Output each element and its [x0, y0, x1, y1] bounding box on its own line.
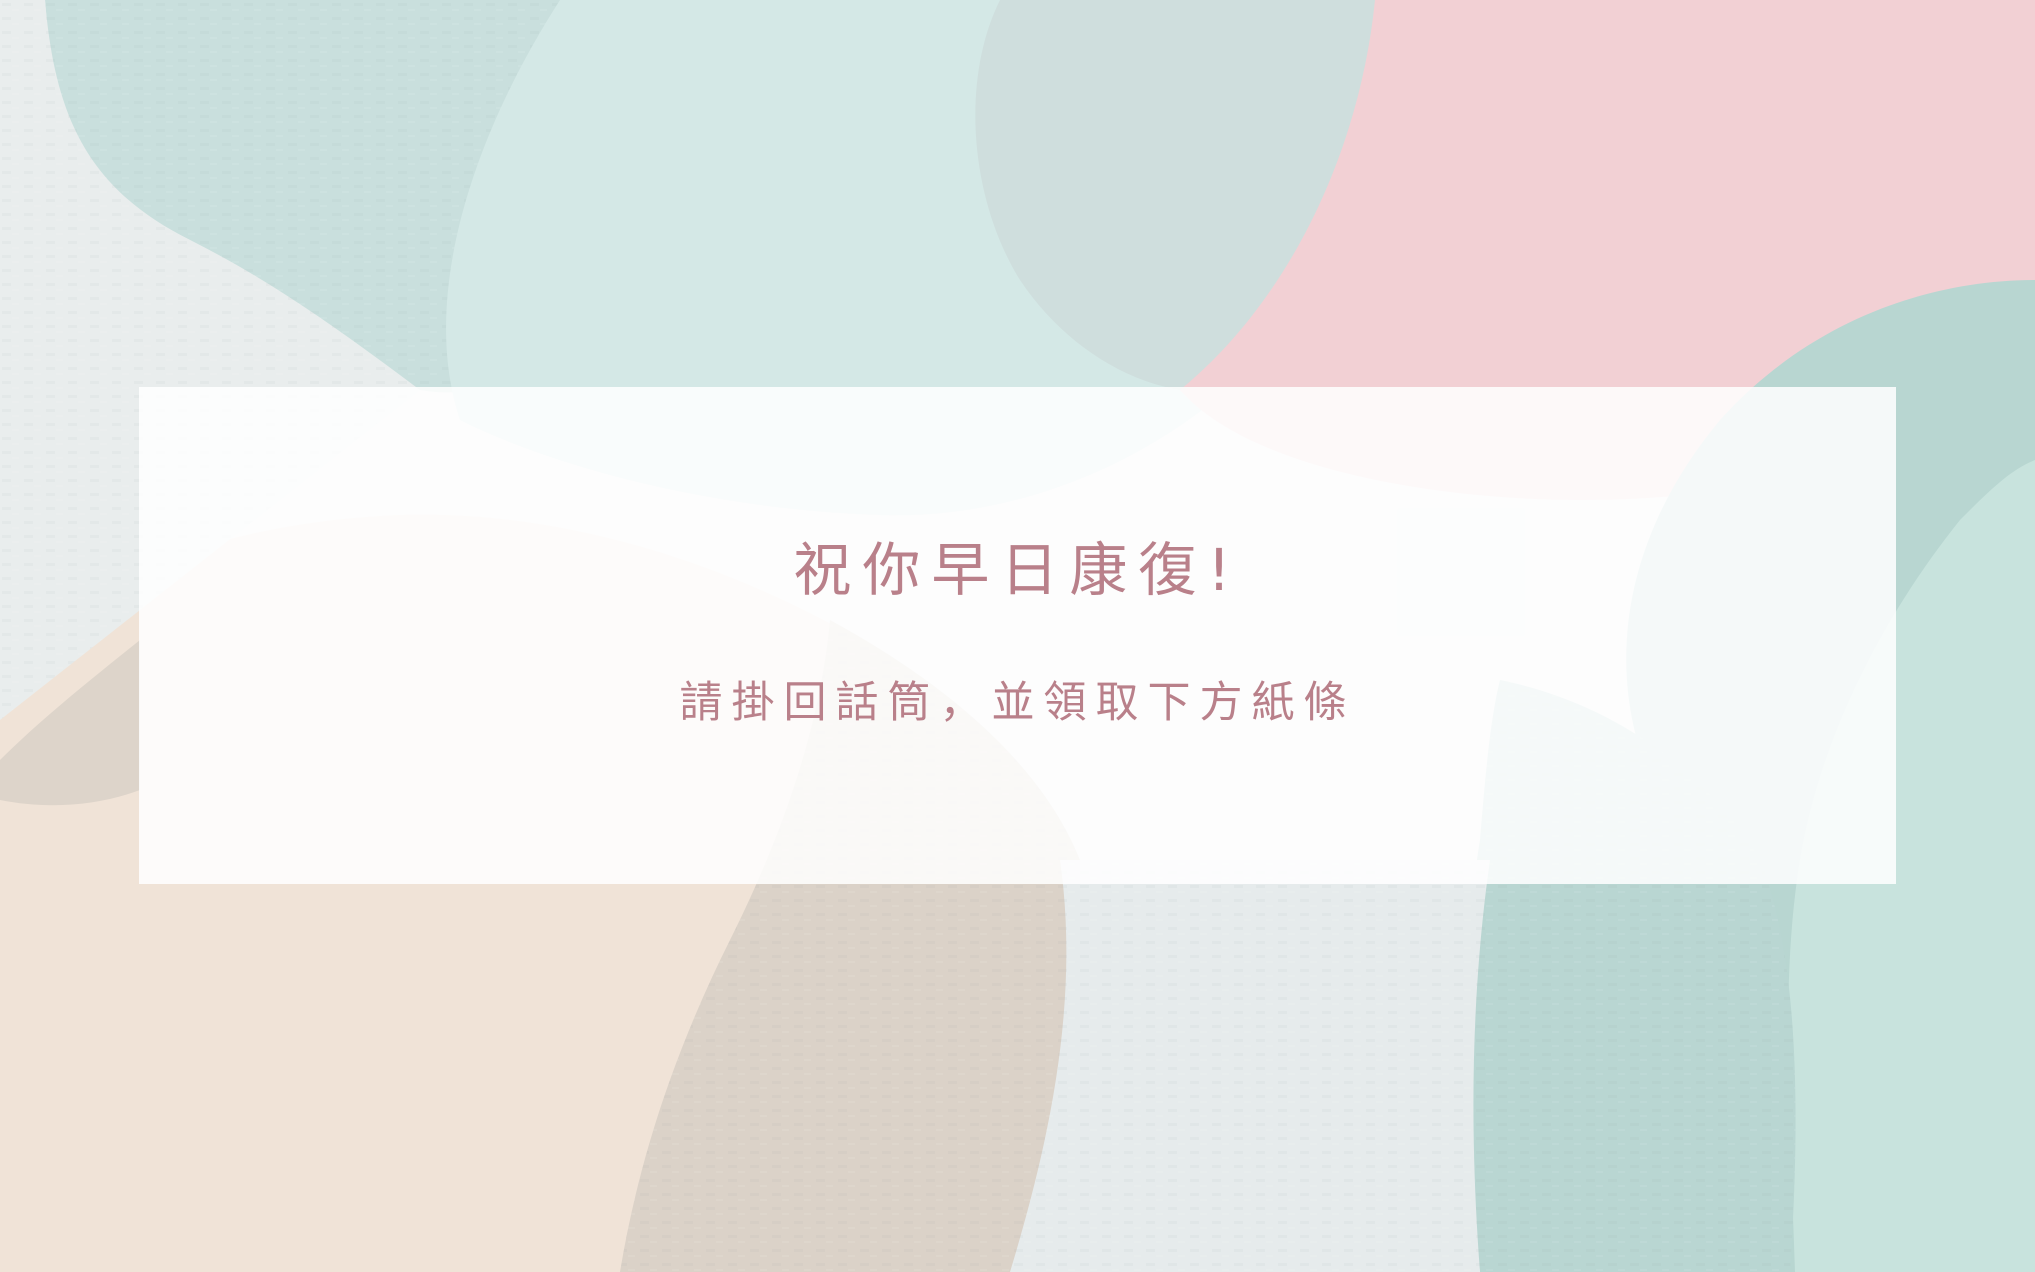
mint-blob-right — [1788, 460, 2035, 1272]
message-panel: 祝你早日康復! 請掛回話筒，並領取下方紙條 — [139, 387, 1896, 884]
grey-teal-blob — [975, 0, 1375, 390]
taupe-accent-left — [0, 640, 140, 806]
greeting-text: 祝你早日康復! — [793, 536, 1242, 604]
instruction-text: 請掛回話筒，並領取下方紙條 — [679, 678, 1356, 728]
